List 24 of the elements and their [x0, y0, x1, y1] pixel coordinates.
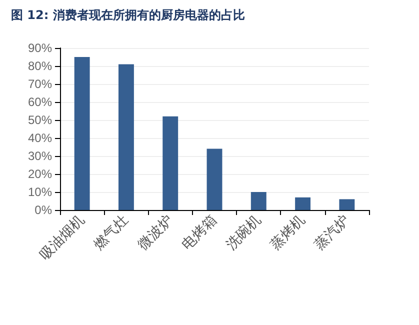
- bar: [206, 148, 222, 210]
- bar: [339, 199, 355, 210]
- y-tick-label: 50%: [28, 113, 52, 127]
- x-tick-label: 洗碗机: [223, 212, 264, 254]
- y-tick-label: 20%: [28, 167, 52, 181]
- y-tick-label: 40%: [28, 131, 52, 145]
- x-tick-label: 微波炉: [135, 212, 176, 254]
- chart-title: 图 12: 消费者现在所拥有的厨房电器的占比: [11, 8, 245, 22]
- x-tick-label: 燃气灶: [90, 212, 132, 254]
- x-tick-label: 蒸烤机: [267, 212, 308, 254]
- y-tick-label: 30%: [28, 149, 52, 163]
- bar: [250, 192, 266, 210]
- y-tick-label: 80%: [28, 59, 52, 73]
- bar: [118, 64, 134, 210]
- bar: [74, 57, 90, 210]
- y-tick-label: 70%: [28, 77, 52, 91]
- y-tick-label: 10%: [28, 185, 52, 199]
- x-tick-label: 蒸汽炉: [312, 212, 353, 254]
- y-tick-label: 90%: [28, 41, 52, 55]
- x-tick-label: 电烤箱: [179, 212, 220, 254]
- bar: [162, 116, 178, 210]
- bar: [295, 197, 311, 210]
- y-tick-label: 0%: [34, 203, 52, 217]
- y-tick-label: 60%: [28, 95, 52, 109]
